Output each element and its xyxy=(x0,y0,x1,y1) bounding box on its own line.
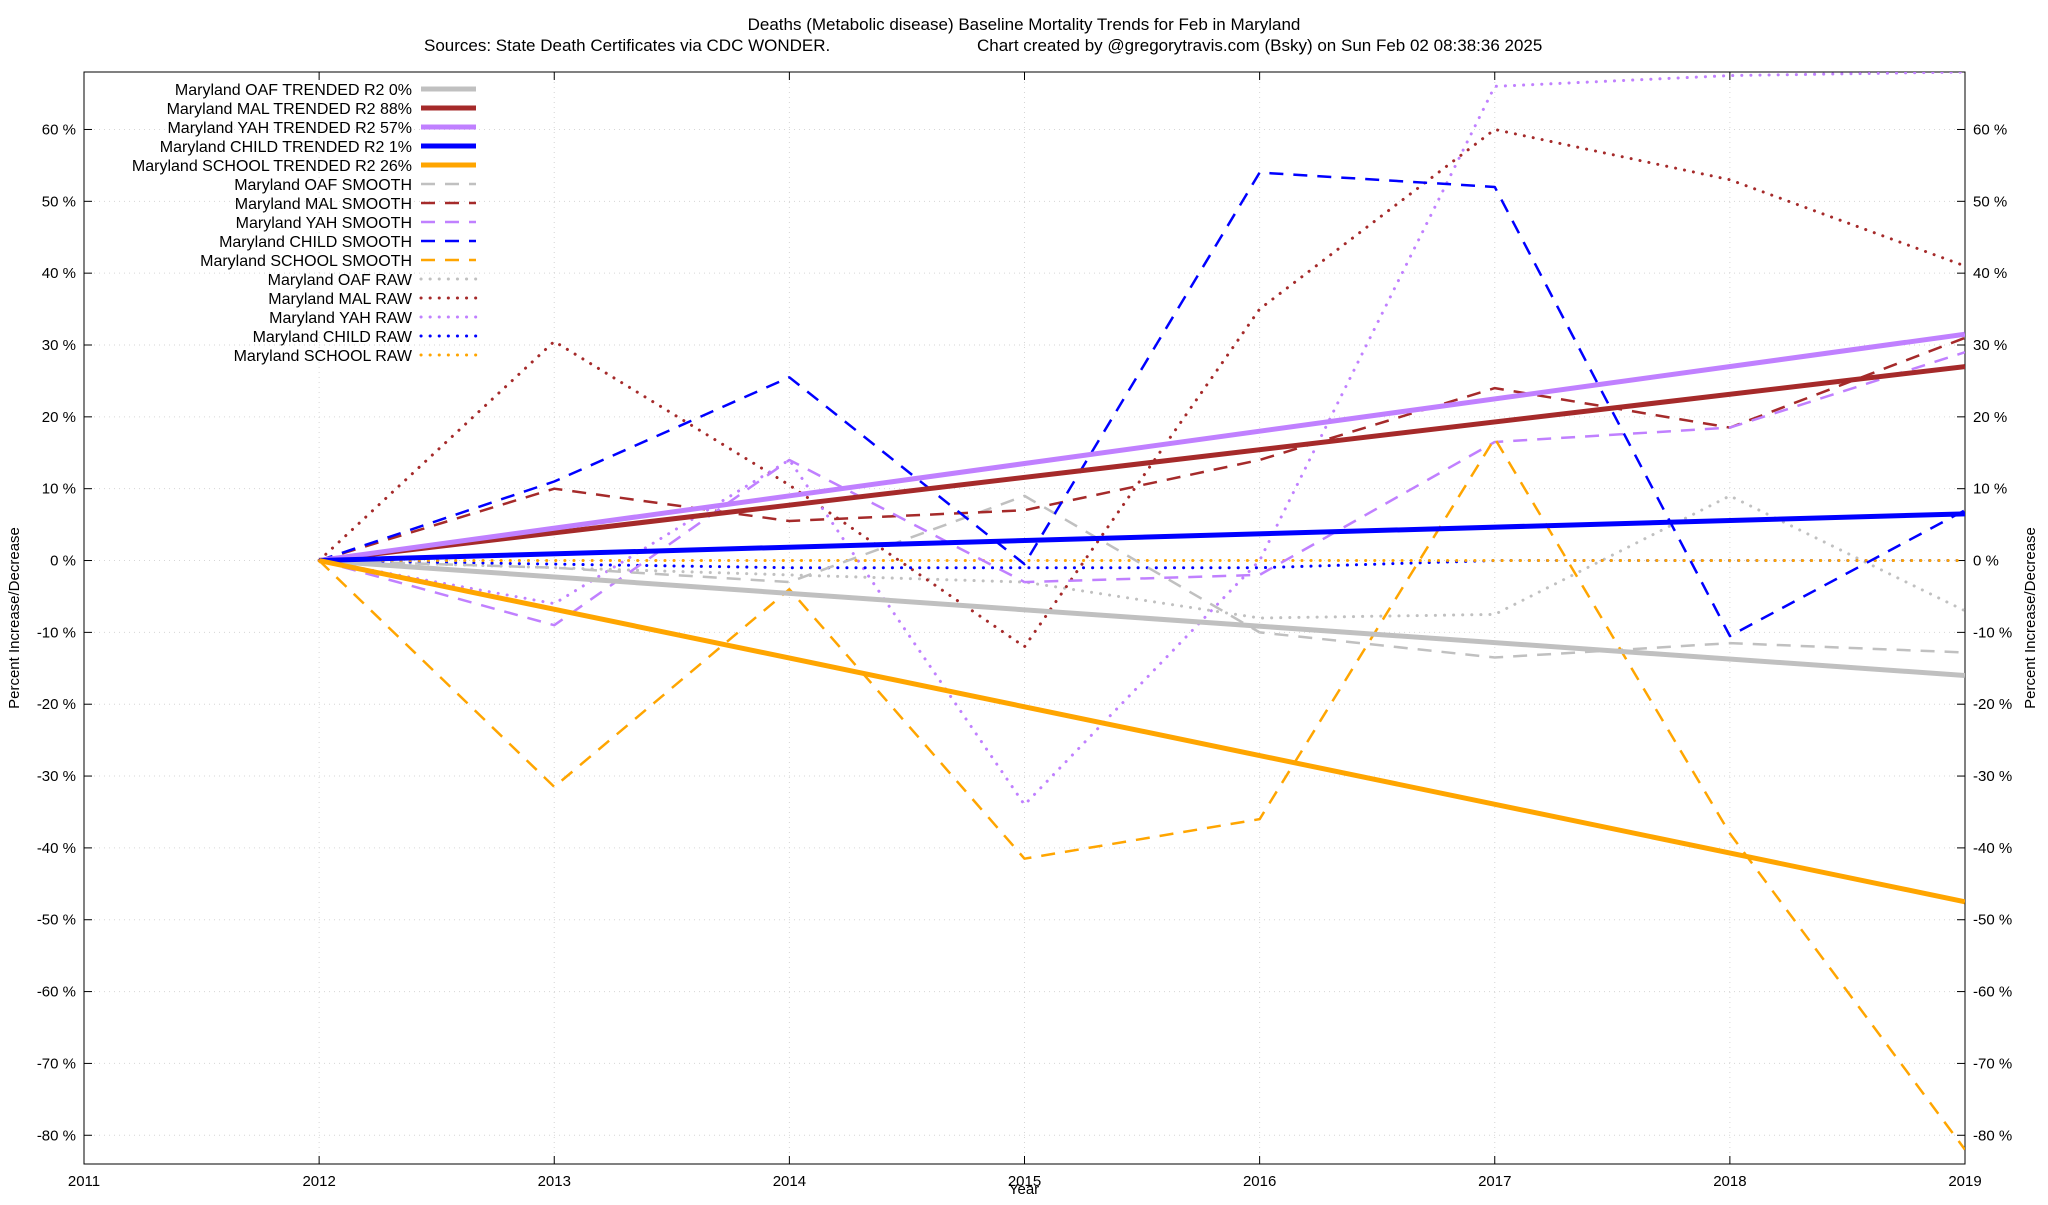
y2-tick-label: -10 % xyxy=(1973,624,2012,641)
x-tick-label: 2017 xyxy=(1478,1173,1511,1190)
y2-tick-label: 0 % xyxy=(1973,553,1999,570)
y2-tick-label: -50 % xyxy=(1973,912,2012,929)
series-line-maryland-child-trended-r2-1 xyxy=(319,511,1965,564)
y2-axis-label: Percent Increase/Decrease xyxy=(2022,527,2039,709)
legend-label: Maryland CHILD TRENDED R2 1% xyxy=(160,139,412,156)
y-tick-label: -70 % xyxy=(37,1055,76,1072)
y2-tick-label: 10 % xyxy=(1973,481,2007,498)
y2-tick-label: -30 % xyxy=(1973,768,2012,785)
y2-tick-label: -80 % xyxy=(1973,1127,2012,1144)
y-tick-label: -50 % xyxy=(37,912,76,929)
legend-label: Maryland MAL SMOOTH xyxy=(235,196,412,213)
y-tick-label: -40 % xyxy=(37,840,76,857)
series-line-maryland-yah-trended-r2-57 xyxy=(318,331,1965,564)
x-tick-label: 2015 xyxy=(1008,1173,1041,1190)
y-tick-label: 0 % xyxy=(50,553,76,570)
y-tick-label: 60 % xyxy=(42,121,76,138)
y-tick-label: -20 % xyxy=(37,696,76,713)
y-tick-label: 30 % xyxy=(42,337,76,354)
x-axis-label: Year xyxy=(1009,1181,1039,1198)
y2-tick-label: 40 % xyxy=(1973,265,2007,282)
y2-tick-label: -60 % xyxy=(1973,984,2012,1001)
legend-label: Maryland MAL TRENDED R2 88% xyxy=(167,101,412,118)
legend-label: Maryland MAL RAW xyxy=(268,291,413,308)
legend-label: Maryland OAF RAW xyxy=(268,272,413,289)
series-line-maryland-yah-smooth xyxy=(318,350,1965,627)
series-line-maryland-child-smooth xyxy=(318,171,1965,638)
x-tick-label: 2012 xyxy=(302,1173,335,1190)
y2-tick-label: 50 % xyxy=(1973,193,2007,210)
y-axis-label: Percent Increase/Decrease xyxy=(6,527,23,709)
series-lines xyxy=(317,72,1965,1151)
y2-tick-label: 20 % xyxy=(1973,409,2007,426)
y-tick-label: -30 % xyxy=(37,768,76,785)
x-tick-label: 2016 xyxy=(1243,1173,1276,1190)
y2-tick-label: -20 % xyxy=(1973,696,2012,713)
x-tick-label: 2018 xyxy=(1713,1173,1746,1190)
x-tick-label: 2013 xyxy=(538,1173,571,1190)
y-tick-label: -80 % xyxy=(37,1127,76,1144)
y2-tick-label: 60 % xyxy=(1973,121,2007,138)
x-tick-label: 2014 xyxy=(773,1173,806,1190)
legend-label: Maryland YAH SMOOTH xyxy=(236,215,412,232)
y-tick-label: -60 % xyxy=(37,984,76,1001)
chart-subtitle-source: Sources: State Death Certificates via CD… xyxy=(424,36,830,55)
series-line-maryland-yah-raw xyxy=(317,72,1965,807)
y-tick-label: 20 % xyxy=(42,409,76,426)
series-line-maryland-mal-trended-r2-88 xyxy=(318,364,1965,564)
series-line-maryland-school-trended-r2-26 xyxy=(318,558,1965,905)
series-line-maryland-oaf-smooth xyxy=(319,494,1965,659)
x-tick-label: 2019 xyxy=(1948,1173,1981,1190)
legend-label: Maryland OAF TRENDED R2 0% xyxy=(175,82,412,99)
axis-ticks: 2011 2012 2013 2014 2015 2016 2017 2018 2019 60 %… xyxy=(37,72,2012,1190)
x-tick-label: 2011 xyxy=(68,1173,100,1190)
y-tick-label: 10 % xyxy=(42,481,76,498)
y2-tick-label: -40 % xyxy=(1973,840,2012,857)
legend: Maryland OAF TRENDED R2 0% Maryland MAL T… xyxy=(132,82,478,365)
series-line-maryland-mal-smooth xyxy=(318,336,1965,562)
y-tick-label: 50 % xyxy=(42,193,76,210)
y2-tick-label: 30 % xyxy=(1973,337,2007,354)
series-line-maryland-child-raw xyxy=(317,559,1965,570)
legend-label: Maryland YAH TRENDED R2 57% xyxy=(167,120,412,137)
legend-label: Maryland SCHOOL RAW xyxy=(234,348,413,365)
y-tick-label: -10 % xyxy=(37,624,76,641)
y2-tick-label: -70 % xyxy=(1973,1055,2012,1072)
legend-label: Maryland CHILD RAW xyxy=(253,329,413,346)
y-tick-label: 40 % xyxy=(42,265,76,282)
legend-label: Maryland SCHOOL SMOOTH xyxy=(200,253,412,270)
legend-label: Maryland CHILD SMOOTH xyxy=(219,234,412,251)
chart-title: Deaths (Metabolic disease) Baseline Mort… xyxy=(748,15,1301,34)
series-line-maryland-oaf-raw xyxy=(317,494,1965,620)
chart-subtitle-credit: Chart created by @gregorytravis.com (Bsk… xyxy=(977,36,1542,55)
series-line-maryland-school-smooth xyxy=(318,437,1965,1151)
legend-label: Maryland YAH RAW xyxy=(269,310,413,327)
legend-label: Maryland OAF SMOOTH xyxy=(234,177,412,194)
series-line-maryland-oaf-trended-r2-0 xyxy=(318,558,1965,678)
legend-label: Maryland SCHOOL TRENDED R2 26% xyxy=(132,158,412,175)
